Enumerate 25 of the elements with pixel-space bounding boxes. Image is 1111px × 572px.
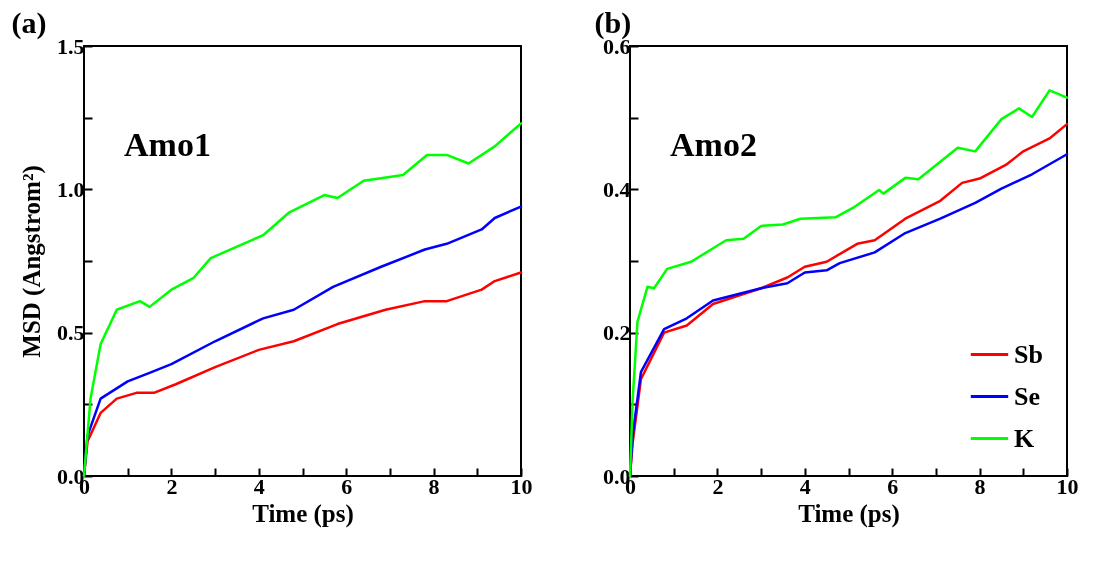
annotation: Amo2 [670,126,757,163]
line-series [82,122,523,478]
x-axis-title: Time (ps) [798,499,900,528]
y-tick-label: 0.2 [603,320,631,346]
chart-title: (a) [11,6,47,40]
y-tick-label: 0.4 [603,176,631,202]
legend-label: K [1014,423,1035,453]
legend-label: Se [1014,381,1040,411]
y-tick-label: 1.0 [57,176,85,202]
x-tick-label: 2 [166,473,178,499]
legend-label: Sb [1014,339,1043,369]
y-axis-title: MSD (Angstrom²) [18,165,46,358]
x-axis-title: Time (ps) [252,499,354,528]
y-tick-label: 0.5 [57,320,85,346]
annotation: Amo1 [124,126,211,163]
x-tick-label: 10 [510,473,533,499]
x-tick-label: 4 [799,473,811,499]
x-tick-label: 4 [253,473,265,499]
x-tick-label: 8 [974,473,986,499]
x-tick-label: 10 [1056,473,1079,499]
y-tick-label: 1.5 [57,33,85,59]
x-tick-label: 8 [428,473,440,499]
x-tick-label: 2 [712,473,724,499]
x-tick-label: 6 [341,473,353,499]
x-tick-label: 6 [887,473,899,499]
